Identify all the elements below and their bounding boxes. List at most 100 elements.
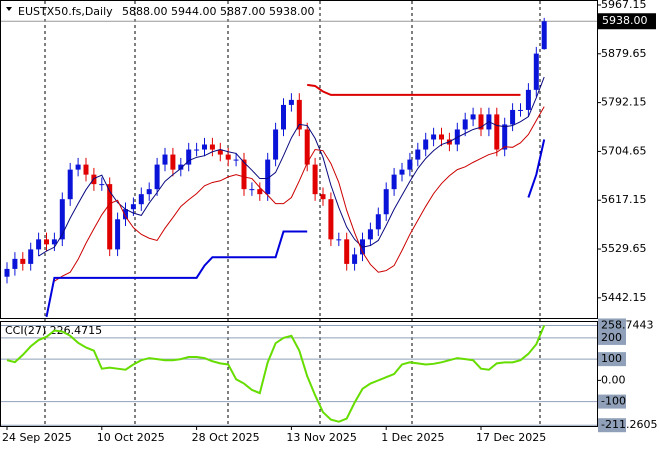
- chart-title: EUSTX50.fs,Daily: [18, 5, 113, 18]
- candle-body: [344, 239, 350, 264]
- cci-line: [6, 325, 546, 423]
- candle-body: [407, 159, 413, 170]
- candle-body: [154, 164, 160, 190]
- candle-body: [296, 99, 302, 130]
- candle-body: [383, 189, 389, 215]
- candle-body: [138, 194, 144, 205]
- candle-body: [4, 268, 10, 277]
- candle-body: [273, 129, 279, 160]
- candle-body: [423, 139, 429, 150]
- candle-body: [67, 169, 73, 200]
- x-tick-label: 24 Sep 2025: [2, 431, 72, 444]
- y-tick-label: 0.00: [601, 373, 626, 386]
- y-tick-label: 258.7443: [601, 318, 654, 331]
- y-tick-label: 5792.15: [601, 96, 647, 109]
- candle-body: [75, 164, 81, 170]
- candle-body: [431, 134, 437, 140]
- candle-body: [194, 149, 200, 151]
- x-tick-label: 1 Dec 2025: [381, 431, 444, 444]
- candle-body: [186, 149, 192, 165]
- x-tick-label: 28 Oct 2025: [192, 431, 260, 444]
- candle-body: [130, 204, 136, 210]
- candle-body: [510, 109, 516, 125]
- candle-body: [12, 258, 18, 269]
- y-tick-label: 5879.65: [601, 47, 647, 60]
- candle-body: [470, 114, 476, 120]
- level-box: [598, 318, 626, 333]
- indicator-line: [54, 106, 545, 282]
- x-tick-label: 17 Dec 2025: [476, 431, 546, 444]
- candle-body: [178, 164, 184, 170]
- indicator-line: [307, 83, 521, 96]
- level-box: [598, 330, 626, 345]
- candle-body: [375, 214, 381, 230]
- y-tick-label: 5967.15: [601, 0, 647, 11]
- candle-body: [233, 159, 239, 161]
- candle-body: [533, 53, 539, 90]
- y-tick-label: -211.2605: [601, 418, 657, 431]
- level-box: [598, 394, 626, 409]
- candle-body: [494, 114, 500, 150]
- candle-body: [288, 99, 294, 105]
- y-tick-label: 5617.15: [601, 193, 647, 206]
- last-price-box: [598, 13, 656, 30]
- candle-body: [312, 164, 318, 195]
- candle-body: [123, 209, 128, 220]
- cci-panel: [0, 321, 598, 427]
- candle-body: [209, 144, 215, 150]
- candle-body: [525, 89, 531, 110]
- candle-body: [328, 199, 334, 240]
- candle-body: [502, 124, 508, 150]
- candle-body: [202, 144, 207, 150]
- x-tick-label: 13 Nov 2025: [286, 431, 356, 444]
- candle-body: [83, 164, 89, 175]
- candle-body: [51, 239, 57, 245]
- candle-body: [304, 129, 310, 165]
- candle-body: [225, 154, 231, 160]
- candle-body: [162, 154, 168, 165]
- y-tick-label: -100: [601, 395, 626, 408]
- candle-body: [107, 184, 113, 250]
- y-tick-label: 5442.15: [601, 291, 647, 304]
- y-tick-label: 5704.65: [601, 144, 647, 157]
- candle-body: [265, 159, 271, 195]
- candle-body: [28, 249, 34, 264]
- candle-body: [518, 109, 523, 111]
- candle-body: [59, 199, 65, 240]
- separators: [44, 1, 541, 426]
- candle-body: [399, 169, 405, 175]
- candle-body: [20, 258, 26, 264]
- candle-body: [36, 239, 42, 250]
- candle-body: [336, 239, 342, 241]
- indicator-line: [527, 139, 546, 198]
- candle-body: [367, 229, 373, 240]
- candle-body: [415, 149, 421, 160]
- candle-body: [391, 174, 397, 190]
- y-tick-label: 200: [601, 331, 622, 344]
- y-tick-label: 5529.65: [601, 242, 647, 255]
- candle-body: [281, 104, 286, 130]
- candle-body: [478, 114, 484, 130]
- candle-body: [257, 189, 263, 195]
- candle-body: [146, 189, 152, 195]
- candle-body: [249, 189, 255, 191]
- candle-body: [462, 119, 468, 130]
- candle-body: [352, 254, 358, 264]
- main-panel: [0, 0, 598, 319]
- candle-body: [99, 184, 105, 186]
- candle-body: [541, 21, 547, 50]
- level-box: [598, 418, 626, 433]
- candle-body: [439, 134, 444, 140]
- last-price-label: 5938.00: [602, 14, 648, 27]
- ohlc-text: 5888.00 5944.00 5887.00 5938.00: [122, 5, 314, 18]
- candle-body: [320, 194, 326, 200]
- indicator-line: [45, 230, 308, 318]
- candle-body: [170, 154, 176, 170]
- indicator-line: [38, 76, 545, 257]
- candle-body: [217, 149, 223, 155]
- menu-arrow: [6, 7, 12, 11]
- x-tick-label: 10 Oct 2025: [97, 431, 165, 444]
- level-box: [598, 352, 626, 367]
- candle-body: [241, 159, 247, 190]
